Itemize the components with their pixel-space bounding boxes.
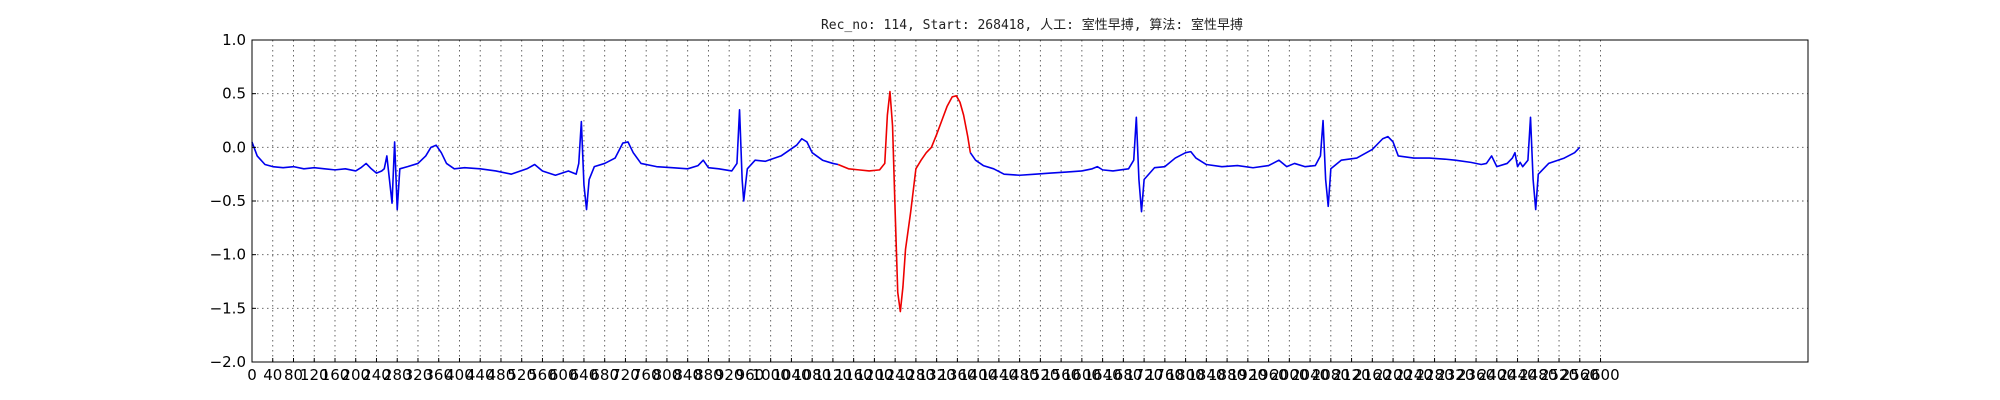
x-tick-label: 680 [590,366,619,384]
x-tick-label: 1040 [772,366,810,384]
y-tick-label: −2.0 [210,353,246,371]
x-tick-label: 2560 [1561,366,1599,384]
x-tick-label: 2240 [1395,366,1433,384]
x-tick-label: 2200 [1374,366,1412,384]
x-tick-label: 2440 [1498,366,1536,384]
x-tick-label: 400 [445,366,474,384]
series-layer [251,90,1581,313]
x-tick-label: 840 [673,366,702,384]
y-tick-label: 0.0 [222,138,246,156]
x-tick-label: 320 [404,366,433,384]
x-tick-label: 480 [487,366,516,384]
x-tick-label: 40 [263,366,282,384]
x-tick-label: 1120 [814,366,852,384]
chart-title: Rec_no: 114, Start: 268418, 人工: 室性早搏, 算法… [821,17,1243,33]
x-tick-label: 360 [424,366,453,384]
x-tick-label: 920 [715,366,744,384]
x-tick-label: 1680 [1104,366,1142,384]
x-tick-label: 1880 [1208,366,1246,384]
ecg-series-line-0 [251,108,839,211]
x-tick-label: 1360 [938,366,976,384]
x-tick-label: 1560 [1042,366,1080,384]
x-tick-label: 880 [694,366,723,384]
x-tick-label: 2600 [1581,366,1619,384]
x-tick-label: 960 [736,366,765,384]
tick-layer: 0 40 8012016020024028032036040044048052056… [210,31,1620,384]
x-tick-label: 1840 [1187,366,1225,384]
x-tick-label: 1400 [959,366,997,384]
x-tick-label: 1760 [1146,366,1184,384]
plot-frame [251,39,1809,363]
x-tick-label: 440 [466,366,495,384]
x-tick-label: 280 [383,366,412,384]
x-tick-label: 120 [300,366,329,384]
x-tick-label: 2480 [1519,366,1557,384]
x-tick-label: 2320 [1436,366,1474,384]
x-tick-label: 2160 [1353,366,1391,384]
y-tick-label: −0.5 [210,192,246,210]
ecg-series-line-1 [837,90,972,313]
x-tick-label: 2400 [1478,366,1516,384]
x-tick-label: 1320 [918,366,956,384]
x-tick-label: 2280 [1415,366,1453,384]
x-tick-label: 2080 [1312,366,1350,384]
x-tick-label: 200 [341,366,370,384]
x-tick-label: 2520 [1540,366,1578,384]
x-tick-label: 1920 [1229,366,1267,384]
x-tick-label: 1640 [1084,366,1122,384]
x-tick-label: 1160 [835,366,873,384]
x-tick-label: 2000 [1270,366,1308,384]
x-tick-label: 1960 [1249,366,1287,384]
x-tick-label: 760 [632,366,661,384]
x-tick-label: 720 [611,366,640,384]
x-tick-label: 2040 [1291,366,1329,384]
x-tick-label: 160 [321,366,350,384]
x-tick-label: 560 [528,366,557,384]
y-tick-label: 0.5 [222,85,246,103]
x-tick-label: 1200 [855,366,893,384]
grid-layer [251,39,1808,363]
x-tick-label: 1480 [1001,366,1039,384]
x-tick-label: 1600 [1063,366,1101,384]
x-tick-label: 2120 [1332,366,1370,384]
y-tick-label: −1.0 [210,246,246,264]
x-tick-label: 1080 [793,366,831,384]
x-tick-label: 1000 [752,366,790,384]
x-tick-label: 1240 [876,366,914,384]
y-tick-label: 1.0 [222,31,246,49]
x-tick-label: 1520 [1021,366,1059,384]
x-tick-label: 0 [247,366,257,384]
x-tick-label: 80 [284,366,303,384]
x-tick-label: 1720 [1125,366,1163,384]
x-tick-label: 800 [653,366,682,384]
x-tick-label: 240 [362,366,391,384]
x-tick-label: 520 [507,366,536,384]
x-tick-label: 1280 [897,366,935,384]
y-tick-label: −1.5 [210,299,246,317]
x-tick-label: 640 [570,366,599,384]
x-tick-label: 1800 [1167,366,1205,384]
x-tick-label: 600 [549,366,578,384]
ecg-series-line-2 [969,116,1581,213]
x-tick-label: 2360 [1457,366,1495,384]
x-tick-label: 1440 [980,366,1018,384]
